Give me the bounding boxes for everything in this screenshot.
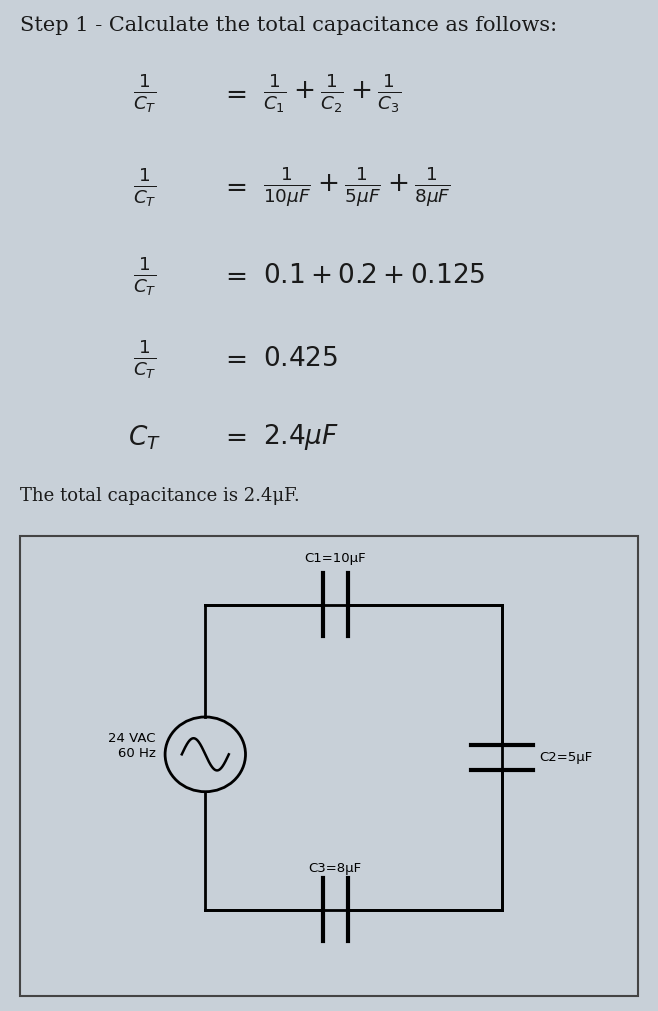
Text: $\frac{1}{C_T}$: $\frac{1}{C_T}$ xyxy=(133,254,157,297)
Text: $=$: $=$ xyxy=(220,263,247,289)
Text: C2=5μF: C2=5μF xyxy=(540,751,593,763)
Text: The total capacitance is 2.4μF.: The total capacitance is 2.4μF. xyxy=(20,487,299,506)
Text: $=$: $=$ xyxy=(220,175,247,200)
Text: $=$: $=$ xyxy=(220,425,247,450)
Text: $C_T$: $C_T$ xyxy=(128,424,161,452)
Text: $\frac{1}{C_T}$: $\frac{1}{C_T}$ xyxy=(133,72,157,115)
Text: $\frac{1}{C_1} + \frac{1}{C_2} + \frac{1}{C_3}$: $\frac{1}{C_1} + \frac{1}{C_2} + \frac{1… xyxy=(263,72,401,115)
Text: C1=10μF: C1=10μF xyxy=(305,552,366,564)
Text: $\frac{1}{10\mu F} + \frac{1}{5\mu F} + \frac{1}{8\mu F}$: $\frac{1}{10\mu F} + \frac{1}{5\mu F} + … xyxy=(263,166,451,209)
Text: $0.425$: $0.425$ xyxy=(263,346,338,372)
Text: $=$: $=$ xyxy=(220,346,247,372)
Text: 24 VAC
60 Hz: 24 VAC 60 Hz xyxy=(109,732,156,759)
Text: $=$: $=$ xyxy=(220,81,247,107)
Text: $2.4\mu F$: $2.4\mu F$ xyxy=(263,423,340,452)
Text: C3=8μF: C3=8μF xyxy=(309,862,362,876)
Text: $0.1 + 0.2 + 0.125$: $0.1 + 0.2 + 0.125$ xyxy=(263,263,486,289)
Text: $\frac{1}{C_T}$: $\frac{1}{C_T}$ xyxy=(133,166,157,209)
Text: Step 1 - Calculate the total capacitance as follows:: Step 1 - Calculate the total capacitance… xyxy=(20,15,557,34)
Text: $\frac{1}{C_T}$: $\frac{1}{C_T}$ xyxy=(133,338,157,381)
